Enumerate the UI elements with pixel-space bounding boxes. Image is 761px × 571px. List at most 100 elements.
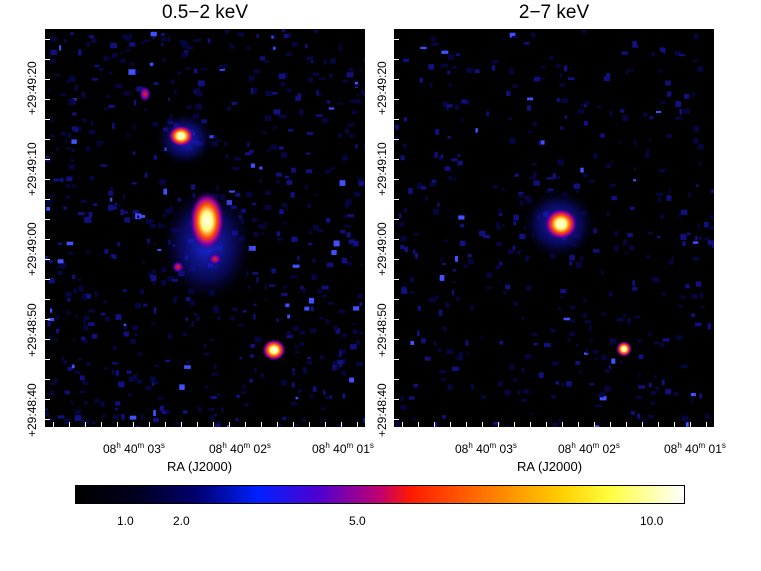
ra-tick-label: 08h 40m 02s [558, 441, 620, 456]
noise-speckle [338, 44, 343, 51]
axis-tick [309, 422, 310, 427]
noise-speckle [624, 251, 629, 254]
noise-speckle [73, 370, 79, 373]
noise-speckle [695, 235, 698, 241]
noise-speckle [483, 234, 491, 239]
faint-source [208, 253, 222, 265]
noise-speckle [475, 128, 478, 133]
noise-speckle [88, 309, 95, 313]
noise-speckle [297, 388, 302, 393]
noise-speckle [283, 72, 288, 79]
noise-speckle [83, 401, 88, 405]
noise-speckle [194, 313, 198, 316]
axis-tick [562, 422, 563, 427]
noise-speckle [707, 240, 714, 245]
noise-speckle [456, 53, 460, 57]
ra-tick-label: 08h 40m 03s [455, 441, 517, 456]
noise-speckle [110, 43, 117, 49]
noise-speckle [329, 73, 332, 77]
noise-speckle [713, 116, 714, 122]
noise-speckle [286, 335, 293, 339]
noise-speckle [610, 160, 613, 164]
noise-speckle [86, 42, 90, 48]
axis-tick [394, 139, 399, 140]
axis-tick [45, 139, 50, 140]
noise-speckle [160, 43, 164, 46]
noise-speckle [433, 208, 439, 215]
noise-speckle [505, 425, 511, 427]
noise-speckle [569, 318, 575, 323]
noise-speckle [67, 297, 71, 302]
dec-tick-label: +29:48:50 [25, 303, 39, 357]
noise-speckle [531, 333, 538, 336]
noise-speckle [328, 107, 335, 110]
noise-speckle [630, 206, 635, 211]
noise-speckle [264, 284, 268, 290]
noise-speckle [168, 333, 172, 339]
noise-speckle [438, 156, 443, 161]
dec-tick-label: +29:48:40 [375, 383, 389, 437]
axis-tick [45, 279, 50, 280]
noise-speckle [588, 325, 592, 332]
noise-speckle [182, 42, 189, 48]
noise-speckle [327, 302, 335, 305]
noise-speckle [79, 390, 86, 394]
noise-speckle [112, 123, 115, 129]
noise-speckle [460, 118, 464, 122]
noise-speckle [434, 295, 439, 300]
noise-speckle [336, 360, 344, 365]
noise-speckle [419, 77, 424, 83]
noise-speckle [643, 112, 648, 118]
axis-tick [245, 422, 246, 427]
noise-speckle [78, 286, 84, 292]
noise-speckle [252, 202, 257, 206]
noise-speckle [400, 404, 407, 410]
noise-speckle [290, 275, 298, 278]
noise-speckle [567, 77, 575, 81]
noise-speckle [153, 155, 158, 160]
noise-speckle [305, 169, 312, 174]
noise-speckle [337, 423, 344, 427]
noise-speckle [467, 259, 474, 265]
noise-speckle [600, 357, 608, 361]
noise-speckle [599, 392, 606, 396]
noise-speckle [683, 108, 690, 114]
noise-speckle [561, 382, 564, 388]
noise-speckle [63, 206, 68, 210]
noise-speckle [564, 65, 568, 72]
axis-tick [394, 79, 399, 80]
axis-tick [394, 399, 399, 400]
noise-speckle [400, 395, 404, 402]
noise-speckle [91, 120, 94, 126]
noise-speckle [47, 318, 55, 322]
noise-speckle [446, 104, 453, 108]
noise-speckle [521, 398, 527, 402]
noise-speckle [526, 105, 531, 111]
axis-tick [394, 379, 399, 380]
noise-speckle [656, 110, 661, 113]
noise-speckle [271, 47, 275, 51]
noise-speckle [294, 351, 300, 354]
noise-speckle [648, 138, 652, 141]
noise-speckle [339, 350, 342, 357]
noise-speckle [575, 189, 579, 193]
noise-speckle [280, 152, 288, 158]
noise-speckle [600, 270, 604, 275]
noise-speckle [697, 223, 700, 229]
noise-speckle [502, 223, 505, 227]
noise-speckle [326, 100, 331, 104]
noise-speckle [575, 262, 583, 268]
noise-speckle [519, 233, 526, 240]
noise-speckle [250, 163, 256, 168]
colorbar [75, 485, 685, 504]
noise-speckle [646, 149, 649, 155]
noise-speckle [254, 367, 257, 373]
noise-speckle [616, 317, 624, 322]
noise-speckle [153, 242, 156, 246]
noise-speckle [592, 350, 599, 354]
noise-speckle [204, 385, 209, 389]
axis-tick [394, 119, 399, 120]
noise-speckle [307, 357, 311, 360]
noise-speckle [250, 354, 254, 358]
noise-speckle [605, 164, 611, 169]
